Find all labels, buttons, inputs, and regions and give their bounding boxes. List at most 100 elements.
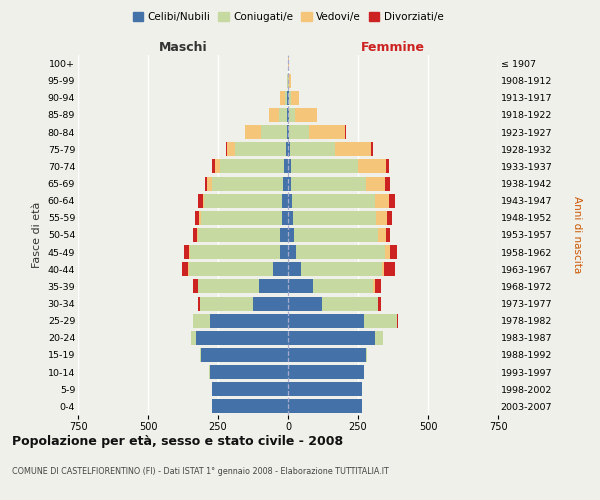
Bar [184, 245, 190, 259]
Bar [279, 108, 287, 122]
Bar [253, 296, 288, 310]
Bar [385, 176, 390, 190]
Bar [272, 262, 288, 276]
Bar [289, 108, 295, 122]
Text: Femmine: Femmine [361, 41, 425, 54]
Bar [197, 228, 280, 242]
Bar [288, 382, 362, 396]
Bar [288, 245, 296, 259]
Bar [375, 331, 383, 345]
Bar [386, 160, 389, 173]
Bar [288, 194, 292, 207]
Bar [269, 108, 279, 122]
Bar [200, 211, 282, 225]
Bar [226, 142, 227, 156]
Bar [283, 194, 288, 207]
Bar [212, 400, 288, 413]
Bar [371, 142, 373, 156]
Bar [205, 176, 208, 190]
Bar [288, 400, 362, 413]
Bar [289, 125, 309, 139]
Bar [294, 228, 378, 242]
Bar [291, 160, 358, 173]
Bar [295, 108, 317, 122]
Bar [203, 194, 204, 207]
Bar [196, 331, 288, 345]
Bar [195, 211, 199, 225]
Bar [227, 142, 235, 156]
Bar [199, 211, 200, 225]
Bar [284, 160, 288, 173]
Bar [322, 296, 377, 310]
Bar [288, 228, 294, 242]
Bar [287, 125, 288, 139]
Bar [220, 160, 284, 173]
Bar [375, 280, 381, 293]
Bar [201, 348, 288, 362]
Bar [212, 382, 288, 396]
Bar [288, 176, 292, 190]
Bar [358, 160, 386, 173]
Bar [364, 314, 397, 328]
Bar [288, 160, 291, 173]
Bar [191, 331, 196, 345]
Legend: Celibi/Nubili, Coniugati/e, Vedovi/e, Divorziati/e: Celibi/Nubili, Coniugati/e, Vedovi/e, Di… [128, 8, 448, 26]
Bar [376, 211, 387, 225]
Bar [335, 142, 371, 156]
Y-axis label: Anni di nascita: Anni di nascita [572, 196, 582, 274]
Bar [282, 211, 288, 225]
Bar [291, 91, 299, 105]
Bar [288, 314, 364, 328]
Text: Popolazione per età, sesso e stato civile - 2008: Popolazione per età, sesso e stato civil… [12, 435, 343, 448]
Bar [313, 280, 373, 293]
Bar [296, 245, 385, 259]
Bar [215, 160, 220, 173]
Bar [288, 365, 364, 379]
Bar [259, 280, 288, 293]
Bar [212, 160, 215, 173]
Bar [288, 348, 367, 362]
Bar [190, 245, 280, 259]
Bar [293, 211, 376, 225]
Bar [280, 228, 288, 242]
Bar [288, 125, 289, 139]
Bar [378, 228, 386, 242]
Bar [188, 262, 272, 276]
Bar [292, 194, 375, 207]
Bar [386, 228, 390, 242]
Bar [292, 176, 365, 190]
Bar [289, 91, 291, 105]
Bar [385, 245, 389, 259]
Bar [301, 262, 382, 276]
Bar [280, 245, 288, 259]
Bar [384, 262, 395, 276]
Bar [204, 194, 283, 207]
Bar [286, 142, 288, 156]
Text: COMUNE DI CASTELFIORENTINO (FI) - Dati ISTAT 1° gennaio 2008 - Elaborazione TUTT: COMUNE DI CASTELFIORENTINO (FI) - Dati I… [12, 468, 389, 476]
Bar [208, 176, 212, 190]
Bar [378, 296, 381, 310]
Bar [288, 331, 375, 345]
Bar [389, 245, 397, 259]
Bar [280, 91, 284, 105]
Bar [212, 176, 283, 190]
Bar [289, 74, 291, 88]
Bar [365, 176, 385, 190]
Bar [387, 211, 392, 225]
Bar [200, 348, 201, 362]
Bar [288, 262, 301, 276]
Bar [235, 142, 286, 156]
Bar [197, 296, 200, 310]
Bar [389, 194, 395, 207]
Bar [309, 125, 346, 139]
Bar [209, 365, 288, 379]
Bar [288, 108, 289, 122]
Bar [288, 296, 322, 310]
Bar [284, 91, 287, 105]
Bar [199, 280, 259, 293]
Text: Maschi: Maschi [158, 41, 208, 54]
Bar [373, 280, 375, 293]
Bar [288, 142, 290, 156]
Y-axis label: Fasce di età: Fasce di età [32, 202, 42, 268]
Bar [200, 296, 253, 310]
